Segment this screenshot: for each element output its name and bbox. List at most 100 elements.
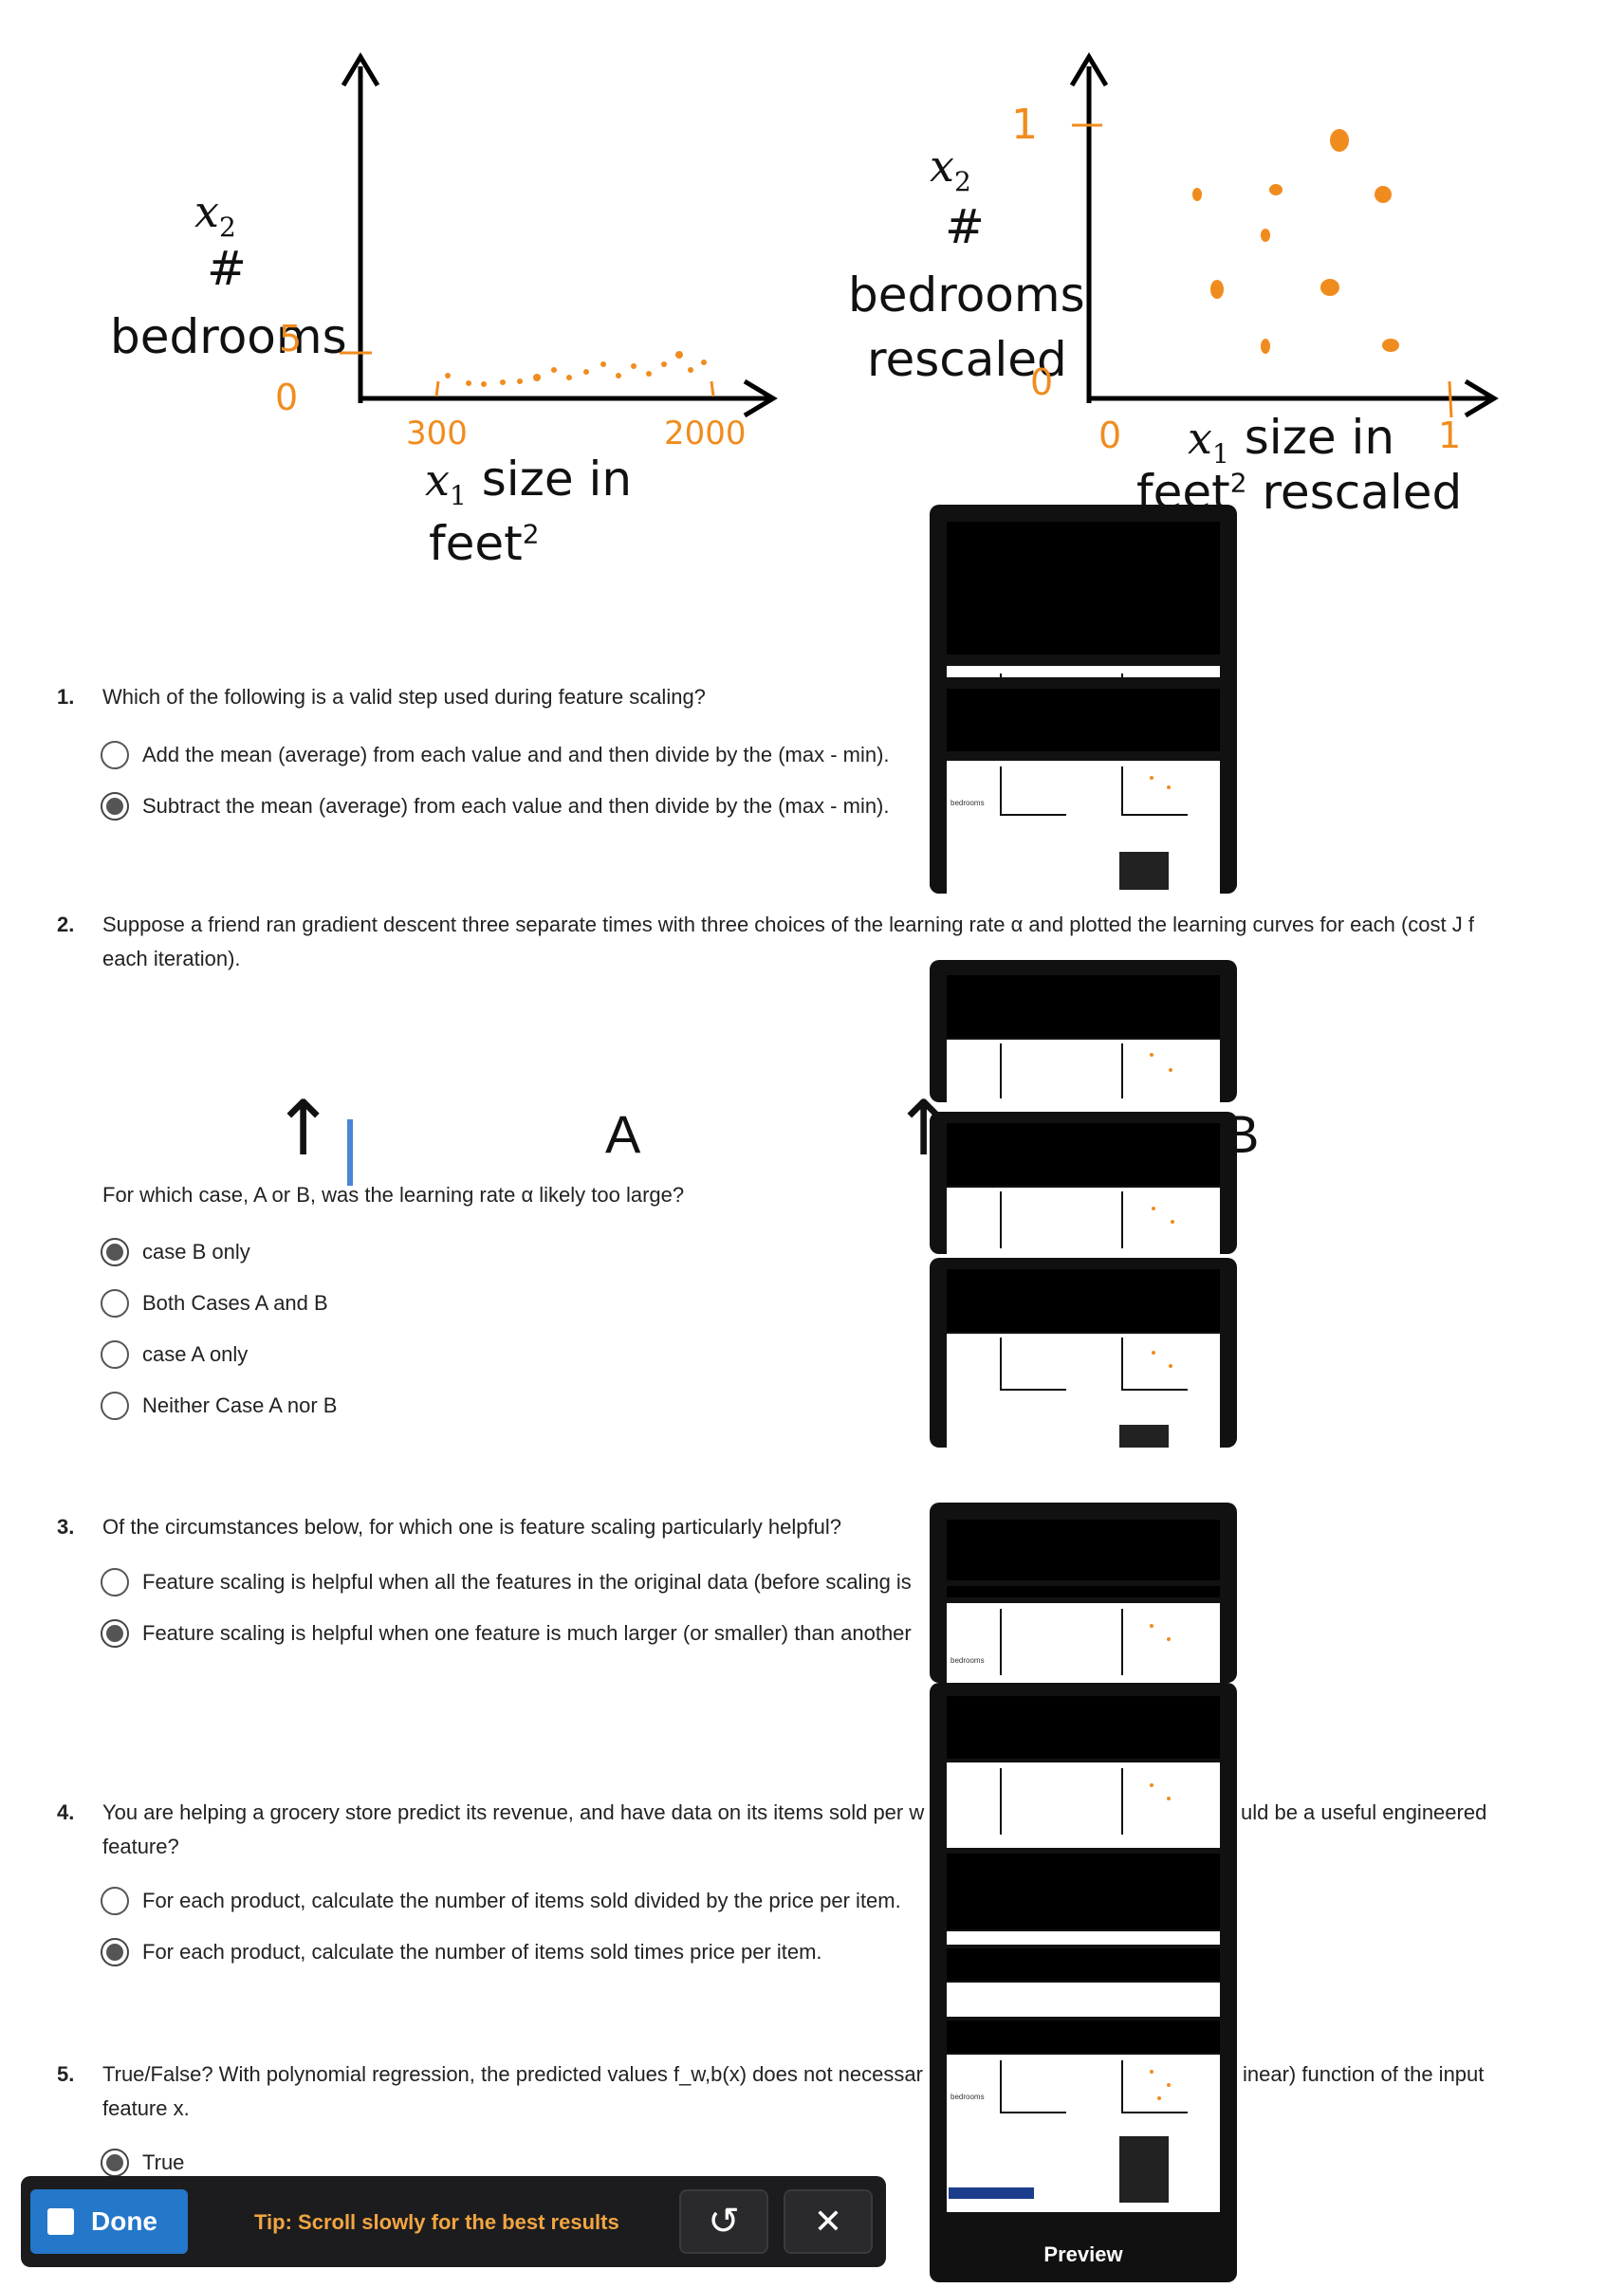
- thumbnail-page-shot: [947, 1931, 1220, 1945]
- plot-a-axis-arrow-icon: ↑: [271, 1084, 336, 1172]
- radio-button-selected[interactable]: [101, 2149, 129, 2177]
- preview-thumbnail-current[interactable]: bedrooms Preview: [930, 1683, 1237, 2282]
- option-label: Subtract the mean (average) from each va…: [142, 794, 890, 818]
- right-y-zero-mark: 0: [1030, 361, 1054, 403]
- radio-button[interactable]: [101, 1887, 129, 1915]
- question-text-continued: feature x.: [102, 2096, 190, 2120]
- option-label: True: [142, 2150, 185, 2174]
- right-y-variable: x2: [930, 140, 971, 198]
- thumbnail-page-shot: [947, 1188, 1220, 1254]
- radio-button[interactable]: [101, 1392, 129, 1420]
- thumbnail-dark-band: [947, 1586, 1220, 1597]
- radio-button-selected[interactable]: [101, 792, 129, 821]
- thumbnail-dark-band: [947, 1520, 1220, 1580]
- thumbnail-dark-band: [947, 975, 1220, 1038]
- left-y-top-mark: 5: [279, 318, 303, 360]
- plot-label-a: A: [605, 1104, 641, 1164]
- q2-option-2[interactable]: Both Cases A and B: [101, 1286, 328, 1320]
- preview-thumbnail[interactable]: bedrooms: [930, 677, 1237, 894]
- radio-button[interactable]: [101, 1289, 129, 1318]
- right-x-label: x1 size in: [1188, 410, 1395, 471]
- question-number: 1.: [57, 685, 75, 709]
- preview-thumbnail[interactable]: bedrooms: [930, 1503, 1237, 1683]
- thumbnail-dark-band: [947, 1269, 1220, 1332]
- option-label: case B only: [142, 1240, 250, 1264]
- left-y-zero-mark: 0: [275, 377, 299, 418]
- thumbnail-dark-band: [947, 689, 1220, 751]
- thumbnail-dark-band: [947, 1854, 1220, 1929]
- subquestion-text: For which case, A or B, was the learning…: [102, 1183, 685, 1207]
- figure-axes: [340, 52, 1499, 418]
- q2-option-4[interactable]: Neither Case A nor B: [101, 1389, 337, 1423]
- question-text: Of the circumstances below, for which on…: [102, 1515, 841, 1539]
- question-text: Suppose a friend ran gradient descent th…: [102, 913, 1474, 936]
- done-button[interactable]: Done: [30, 2189, 188, 2254]
- q1-option-1[interactable]: Add the mean (average) from each value a…: [101, 738, 890, 772]
- option-label: For each product, calculate the number o…: [142, 1889, 901, 1912]
- thumbnail-page-shot: [947, 1983, 1220, 2017]
- question-number: 2.: [57, 913, 75, 936]
- question-text-continued: each iteration).: [102, 947, 241, 970]
- left-x-label: x1 size in: [425, 452, 633, 512]
- text-cursor-icon: [347, 1119, 353, 1186]
- q4-option-1[interactable]: For each product, calculate the number o…: [101, 1884, 901, 1918]
- thumbnail-page-shot: bedrooms: [947, 2055, 1220, 2212]
- done-button-label: Done: [91, 2206, 157, 2236]
- left-x-min-mark: 300: [406, 415, 468, 452]
- scroll-tip: Tip: Scroll slowly for the best results: [254, 2210, 619, 2234]
- option-label: Neither Case A nor B: [142, 1393, 338, 1417]
- preview-thumbnail[interactable]: [930, 1258, 1237, 1448]
- q5-option-1[interactable]: True: [101, 2146, 184, 2180]
- question-text-continued: feature?: [102, 1835, 179, 1858]
- left-x-unit: feet2: [429, 516, 540, 571]
- right-y-hash: #: [945, 199, 985, 254]
- preview-label: Preview: [1043, 2242, 1123, 2266]
- option-label: Both Cases A and B: [142, 1291, 328, 1315]
- q3-option-2[interactable]: Feature scaling is helpful when one feat…: [101, 1616, 912, 1651]
- option-label: case A only: [142, 1342, 249, 1366]
- stop-icon: [47, 2208, 74, 2235]
- question-text: True/False? With polynomial regression, …: [102, 2062, 923, 2086]
- thumbnail-page-shot: [947, 1334, 1220, 1448]
- thumbnail-dark-band: [947, 522, 1220, 655]
- radio-button[interactable]: [101, 741, 129, 769]
- option-label: Add the mean (average) from each value a…: [142, 743, 890, 766]
- thumbnail-page-shot: [947, 1040, 1220, 1102]
- thumbnail-dark-band: [947, 1123, 1220, 1186]
- thumbnail-dark-band: [947, 1948, 1220, 1981]
- radio-button-selected[interactable]: [101, 1619, 129, 1648]
- restart-button[interactable]: ↺: [679, 2189, 768, 2254]
- thumbnail-page-shot: bedrooms: [947, 1603, 1220, 1683]
- radio-button-selected[interactable]: [101, 1238, 129, 1266]
- q2-option-3[interactable]: case A only: [101, 1338, 248, 1372]
- q1-option-2[interactable]: Subtract the mean (average) from each va…: [101, 789, 890, 823]
- right-x-zero-mark: 0: [1098, 415, 1122, 456]
- question-text-right: uld be a useful engineered: [1241, 1800, 1487, 1824]
- option-label: For each product, calculate the number o…: [142, 1940, 822, 1964]
- right-x-max-mark: 1: [1438, 415, 1462, 456]
- q2-option-1[interactable]: case B only: [101, 1235, 250, 1269]
- close-icon: ✕: [813, 2202, 843, 2241]
- left-y-variable: x2: [194, 186, 236, 244]
- restart-icon: ↺: [708, 2201, 740, 2242]
- radio-button[interactable]: [101, 1340, 129, 1369]
- q4-option-2[interactable]: For each product, calculate the number o…: [101, 1935, 822, 1969]
- question-number: 4.: [57, 1800, 75, 1824]
- thumbnail-page-shot: [947, 1762, 1220, 1848]
- left-data-points: [445, 351, 707, 387]
- question-text-right: inear) function of the input: [1243, 2062, 1485, 2086]
- q3-option-1[interactable]: Feature scaling is helpful when all the …: [101, 1565, 912, 1599]
- preview-thumbnail[interactable]: [930, 960, 1237, 1102]
- option-label: Feature scaling is helpful when all the …: [142, 1570, 912, 1594]
- question-number: 3.: [57, 1515, 75, 1539]
- right-data-points: [1192, 129, 1399, 354]
- left-y-hash: #: [207, 241, 247, 296]
- thumbnail-dark-band: [947, 2020, 1220, 2053]
- radio-button[interactable]: [101, 1568, 129, 1596]
- left-x-max-mark: 2000: [664, 415, 747, 452]
- preview-thumbnail[interactable]: [930, 1112, 1237, 1254]
- cancel-button[interactable]: ✕: [784, 2189, 873, 2254]
- feature-scaling-figure: x2 # bedrooms 5 0 300 2000 x1 size in fe…: [0, 0, 1624, 607]
- radio-button-selected[interactable]: [101, 1938, 129, 1966]
- thumbnail-dark-band: [947, 1696, 1220, 1759]
